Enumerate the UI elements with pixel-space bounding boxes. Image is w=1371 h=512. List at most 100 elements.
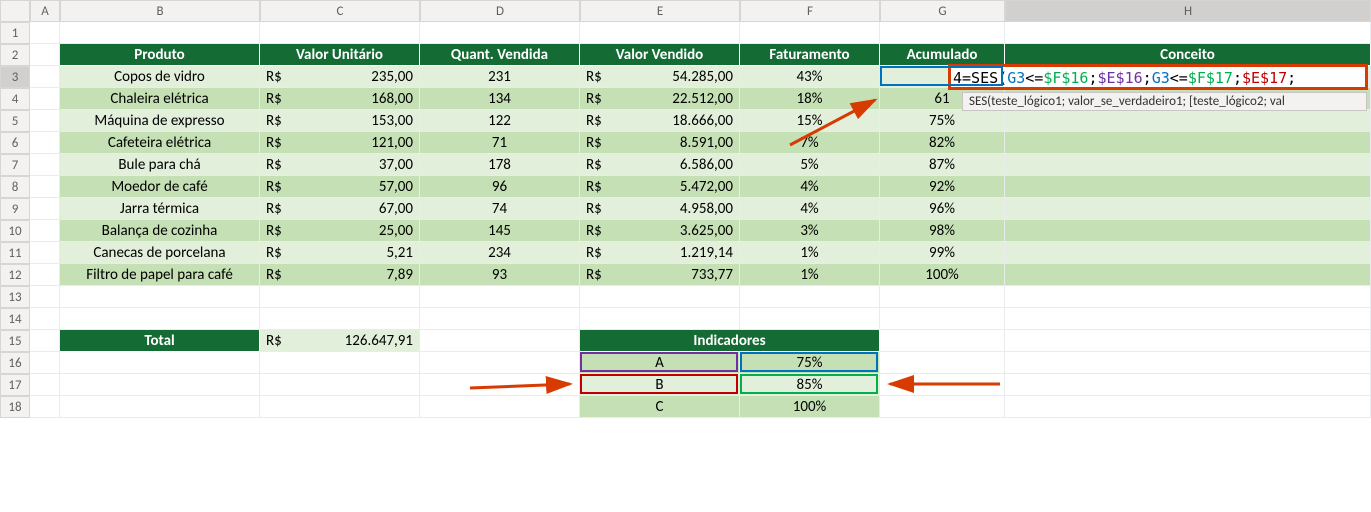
cell[interactable] (30, 308, 60, 330)
cell[interactable] (580, 22, 740, 44)
cell[interactable] (60, 308, 260, 330)
cell[interactable] (30, 374, 60, 396)
cell-qty[interactable]: 93 (420, 264, 580, 286)
col-header-C[interactable]: C (260, 0, 420, 22)
cell-unit[interactable]: R$168,00 (260, 88, 420, 110)
cell[interactable] (30, 242, 60, 264)
indicador-val[interactable]: 100% (740, 396, 880, 418)
cell-acum[interactable] (880, 66, 1005, 88)
cell-fat[interactable]: 5% (740, 154, 880, 176)
col-header-B[interactable]: B (60, 0, 260, 22)
row-header[interactable]: 11 (0, 242, 30, 264)
cell[interactable] (420, 352, 580, 374)
cell-vendido[interactable]: R$18.666,00 (580, 110, 740, 132)
cell-vendido[interactable]: R$733,77 (580, 264, 740, 286)
cell-unit[interactable]: R$7,89 (260, 264, 420, 286)
row-header[interactable]: 13 (0, 286, 30, 308)
cell-qty[interactable]: 74 (420, 198, 580, 220)
cell[interactable] (260, 374, 420, 396)
cell[interactable] (30, 154, 60, 176)
row-header[interactable]: 1 (0, 22, 30, 44)
cell-vendido[interactable]: R$1.219,14 (580, 242, 740, 264)
cell[interactable] (420, 22, 580, 44)
row-header[interactable]: 4 (0, 88, 30, 110)
col-header-F[interactable]: F (740, 0, 880, 22)
cell[interactable] (30, 330, 60, 352)
cell-vendido[interactable]: R$8.591,00 (580, 132, 740, 154)
cell-produto[interactable]: Canecas de porcelana (60, 242, 260, 264)
cell[interactable] (260, 396, 420, 418)
cell-vendido[interactable]: R$5.472,00 (580, 176, 740, 198)
cell[interactable] (60, 396, 260, 418)
cell-produto[interactable]: Chaleira elétrica (60, 88, 260, 110)
cell-qty[interactable]: 96 (420, 176, 580, 198)
cell[interactable] (420, 374, 580, 396)
cell-qty[interactable]: 145 (420, 220, 580, 242)
cell-produto[interactable]: Moedor de café (60, 176, 260, 198)
cell-acum[interactable]: 99% (880, 242, 1005, 264)
row-header[interactable]: 10 (0, 220, 30, 242)
cell-fat[interactable]: 15% (740, 110, 880, 132)
cell[interactable] (580, 308, 740, 330)
row-header[interactable]: 5 (0, 110, 30, 132)
cell-produto[interactable]: Jarra térmica (60, 198, 260, 220)
cell-produto[interactable]: Balança de cozinha (60, 220, 260, 242)
cell[interactable] (420, 396, 580, 418)
indicador-key[interactable]: C (580, 396, 740, 418)
cell[interactable] (30, 220, 60, 242)
cell-qty[interactable]: 122 (420, 110, 580, 132)
cell-acum[interactable]: 82% (880, 132, 1005, 154)
row-header[interactable]: 18 (0, 396, 30, 418)
cell-acum[interactable]: 92% (880, 176, 1005, 198)
cell[interactable] (60, 286, 260, 308)
cell-unit[interactable]: R$121,00 (260, 132, 420, 154)
cell[interactable] (30, 88, 60, 110)
cell-unit[interactable]: R$67,00 (260, 198, 420, 220)
cell[interactable] (60, 374, 260, 396)
cell[interactable] (260, 308, 420, 330)
cell[interactable] (740, 22, 880, 44)
cell-produto[interactable]: Copos de vidro (60, 66, 260, 88)
row-header[interactable]: 16 (0, 352, 30, 374)
col-header-G[interactable]: G (880, 0, 1005, 22)
cell-acum[interactable]: 75% (880, 110, 1005, 132)
cell-produto[interactable]: Bule para chá (60, 154, 260, 176)
cell-vendido[interactable]: R$22.512,00 (580, 88, 740, 110)
cell[interactable] (30, 176, 60, 198)
cell[interactable] (880, 308, 1005, 330)
cell[interactable] (1005, 22, 1371, 44)
cell[interactable] (1005, 330, 1371, 352)
cell-produto[interactable]: Cafeteira elétrica (60, 132, 260, 154)
cell[interactable] (30, 44, 60, 66)
indicador-key[interactable]: B (580, 374, 740, 396)
cell-qty[interactable]: 234 (420, 242, 580, 264)
cell-conceito[interactable] (1005, 110, 1371, 132)
cell-acum[interactable]: 87% (880, 154, 1005, 176)
cell[interactable] (880, 396, 1005, 418)
row-header[interactable]: 3 (0, 66, 30, 88)
cell-fat[interactable]: 3% (740, 220, 880, 242)
cell-conceito[interactable] (1005, 264, 1371, 286)
cell-fat[interactable]: 7% (740, 132, 880, 154)
cell[interactable] (30, 132, 60, 154)
cell[interactable] (880, 330, 1005, 352)
row-header[interactable]: 15 (0, 330, 30, 352)
cell[interactable] (30, 66, 60, 88)
indicador-key[interactable]: A (580, 352, 740, 374)
cell-produto[interactable]: Máquina de expresso (60, 110, 260, 132)
row-header[interactable]: 14 (0, 308, 30, 330)
cell[interactable] (260, 22, 420, 44)
cell-unit[interactable]: R$37,00 (260, 154, 420, 176)
cell[interactable] (880, 22, 1005, 44)
total-value[interactable]: R$126.647,91 (260, 330, 420, 352)
cell-conceito[interactable] (1005, 242, 1371, 264)
row-header[interactable]: 6 (0, 132, 30, 154)
cell-qty[interactable]: 134 (420, 88, 580, 110)
cell-vendido[interactable]: R$54.285,00 (580, 66, 740, 88)
row-header[interactable]: 7 (0, 154, 30, 176)
cell[interactable] (1005, 352, 1371, 374)
cell[interactable] (1005, 396, 1371, 418)
cell-unit[interactable]: R$25,00 (260, 220, 420, 242)
row-header[interactable]: 9 (0, 198, 30, 220)
cell[interactable] (1005, 286, 1371, 308)
